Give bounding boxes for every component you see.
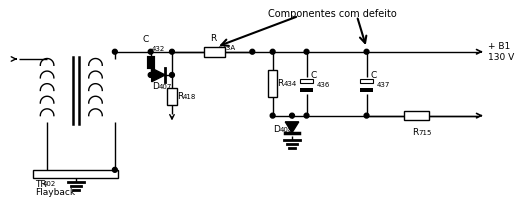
Circle shape xyxy=(148,49,153,54)
Bar xyxy=(360,88,373,92)
Text: C: C xyxy=(370,71,376,80)
Polygon shape xyxy=(152,68,165,82)
Text: R: R xyxy=(177,92,183,101)
Circle shape xyxy=(112,49,118,54)
Text: 433A: 433A xyxy=(217,45,236,51)
Text: 407: 407 xyxy=(159,84,172,90)
Text: Componentes com defeito: Componentes com defeito xyxy=(268,9,397,19)
Text: C: C xyxy=(142,35,149,44)
Circle shape xyxy=(290,113,294,118)
Circle shape xyxy=(364,49,369,54)
Bar xyxy=(167,88,177,105)
Circle shape xyxy=(250,49,255,54)
Circle shape xyxy=(270,113,275,118)
Text: TR: TR xyxy=(35,180,47,189)
Text: 130 V: 130 V xyxy=(488,53,514,62)
Text: D: D xyxy=(272,125,280,134)
Circle shape xyxy=(148,73,153,77)
Bar xyxy=(268,70,278,97)
Circle shape xyxy=(170,73,174,77)
Text: R: R xyxy=(412,128,418,137)
Text: 408: 408 xyxy=(279,127,293,133)
Text: 437: 437 xyxy=(376,82,389,88)
Circle shape xyxy=(270,49,275,54)
Text: 436: 436 xyxy=(316,82,330,88)
Polygon shape xyxy=(285,122,299,133)
Bar xyxy=(204,47,225,57)
Circle shape xyxy=(304,49,309,54)
Text: Flayback: Flayback xyxy=(35,188,75,197)
Circle shape xyxy=(170,49,174,54)
Text: C: C xyxy=(310,71,317,80)
Bar xyxy=(33,170,118,178)
Text: 418: 418 xyxy=(183,94,196,100)
Text: 432: 432 xyxy=(152,46,165,52)
Text: R: R xyxy=(210,34,216,43)
Circle shape xyxy=(112,167,118,172)
Text: R: R xyxy=(278,79,284,88)
Bar xyxy=(300,79,314,83)
Bar xyxy=(300,88,314,92)
Circle shape xyxy=(364,113,369,118)
Circle shape xyxy=(304,113,309,118)
Text: 402: 402 xyxy=(42,181,56,187)
Bar xyxy=(405,111,430,120)
Text: 434: 434 xyxy=(283,81,296,87)
Text: 715: 715 xyxy=(419,130,432,136)
Text: D: D xyxy=(152,82,160,91)
Text: + B1: + B1 xyxy=(488,42,510,51)
Bar xyxy=(360,79,373,83)
